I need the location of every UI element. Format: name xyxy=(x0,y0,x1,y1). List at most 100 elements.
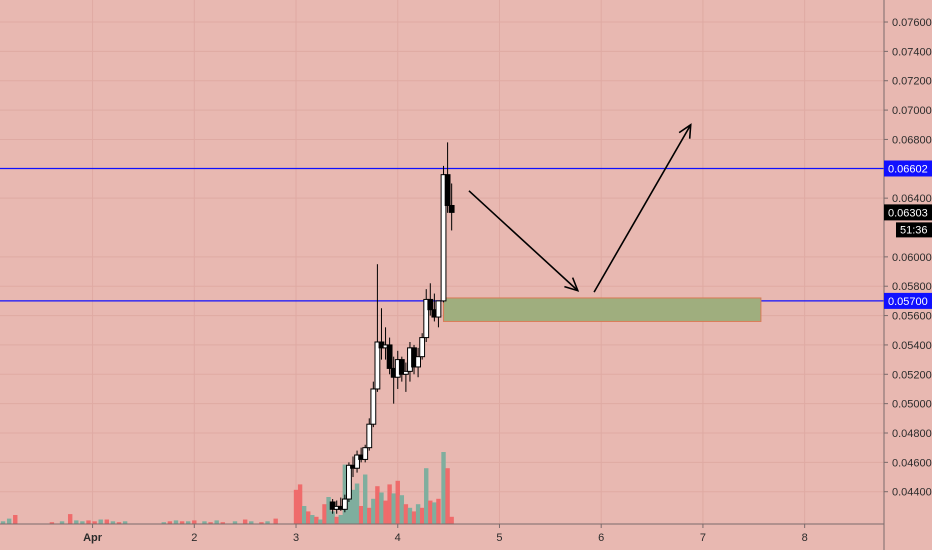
candle-body xyxy=(423,298,430,339)
volume-bars xyxy=(0,452,454,524)
volume-bar xyxy=(375,486,380,524)
y-tick-label: 0.05600 xyxy=(892,311,932,323)
volume-bar xyxy=(293,489,299,524)
volume-bar xyxy=(428,500,433,524)
volume-bar xyxy=(306,511,311,524)
volume-bar xyxy=(346,497,352,524)
x-tick-label: 8 xyxy=(802,532,808,544)
y-tick-label: 0.04400 xyxy=(892,487,932,499)
volume-bar xyxy=(326,497,331,524)
volume-bar xyxy=(415,504,421,524)
volume-bar xyxy=(273,518,278,524)
candle-body xyxy=(398,359,405,375)
y-tick-label: 0.04600 xyxy=(892,457,932,469)
y-tick-label: 0.07000 xyxy=(892,105,932,117)
volume-bar xyxy=(449,516,454,524)
volume-bar xyxy=(407,507,413,524)
level-price-tag-label: 0.06602 xyxy=(888,164,928,176)
volume-bar xyxy=(350,489,356,524)
volume-bar xyxy=(354,483,360,524)
volume-bar xyxy=(249,521,254,524)
volume-bar xyxy=(334,516,339,524)
y-tick-label: 0.05200 xyxy=(892,369,932,381)
volume-bar xyxy=(399,495,405,524)
y-tick-label: 0.06000 xyxy=(892,252,932,264)
volume-bar xyxy=(179,521,185,524)
volume-bar xyxy=(314,516,319,524)
y-tick-label: 0.06400 xyxy=(892,193,932,205)
volume-bar xyxy=(297,484,303,524)
x-tick-label: 2 xyxy=(191,532,197,544)
x-tick-label: 4 xyxy=(395,532,401,544)
volume-bar xyxy=(362,474,368,524)
volume-bar xyxy=(379,492,384,524)
volume-bar xyxy=(342,464,348,524)
volume-bar xyxy=(383,500,388,524)
candle-body xyxy=(354,454,360,469)
current-price-tag xyxy=(884,204,932,221)
price-tags: 0.06602 0.05700 0.06303 51:36 xyxy=(884,160,932,309)
volume-bar xyxy=(371,498,376,524)
arrow-head xyxy=(564,277,580,292)
y-tick-label: 0.06800 xyxy=(892,134,932,146)
volume-bar xyxy=(419,507,425,524)
demand-zone[interactable] xyxy=(443,297,762,322)
arrow-shaft[interactable] xyxy=(593,124,692,293)
time-axis[interactable]: 31Apr2345678 xyxy=(0,523,884,544)
y-tick-label: 0.04800 xyxy=(892,428,932,440)
volume-bar xyxy=(74,520,79,524)
y-tick-label: 0.05400 xyxy=(892,340,932,352)
volume-bar xyxy=(445,468,450,524)
x-tick-label: 6 xyxy=(598,532,604,544)
y-tick-label: 0.07400 xyxy=(892,46,932,58)
y-tick-label: 0.07600 xyxy=(892,17,932,29)
candle-body xyxy=(440,174,447,302)
candle-body xyxy=(362,447,369,460)
volume-bar xyxy=(436,498,441,524)
volume-bar xyxy=(167,521,173,524)
volume-bar xyxy=(59,521,65,524)
projection-arrows[interactable] xyxy=(468,123,692,293)
demand-zone-rect[interactable] xyxy=(443,297,762,322)
volume-bar xyxy=(310,515,315,524)
volume-bar xyxy=(6,518,12,524)
volume-bar xyxy=(110,521,116,524)
level-price-tag xyxy=(884,292,932,309)
volume-bar xyxy=(80,521,85,524)
volume-bar xyxy=(104,519,110,524)
candle-body xyxy=(370,388,377,425)
volume-bar xyxy=(387,484,392,524)
candle-body xyxy=(427,298,434,311)
volume-bar xyxy=(86,520,91,524)
volume-bar xyxy=(318,519,323,524)
volume-bar xyxy=(0,521,6,524)
volume-bar xyxy=(208,522,213,524)
volume-bar xyxy=(185,521,191,524)
volume-bar xyxy=(391,493,396,524)
candle-body xyxy=(374,341,381,390)
volume-bar xyxy=(322,504,327,524)
y-tick-label: 0.05800 xyxy=(892,281,932,293)
volume-bar xyxy=(330,511,335,524)
volume-bar xyxy=(232,521,238,524)
candle-body xyxy=(402,370,409,375)
countdown-tag xyxy=(896,222,932,238)
volume-bar xyxy=(67,514,73,524)
current-price-label: 0.06303 xyxy=(888,207,928,219)
candle-body xyxy=(444,174,451,206)
price-axis[interactable]: 0.07600 0.07400 0.07200 0.07000 0.06800 0.064… xyxy=(883,0,932,550)
level-price-tag-label: 0.05700 xyxy=(888,296,928,308)
candle-body xyxy=(419,337,426,358)
x-tick-label: 5 xyxy=(496,532,502,544)
volume-bar xyxy=(49,522,55,524)
candle-body xyxy=(341,498,348,510)
level-price-tag xyxy=(884,160,932,177)
volume-bar xyxy=(192,520,197,524)
candle-body xyxy=(346,464,352,500)
volume-bar xyxy=(220,522,225,524)
y-tick-label: 0.07200 xyxy=(892,76,932,88)
candle-body xyxy=(435,300,442,318)
arrow-shaft[interactable] xyxy=(468,190,579,292)
